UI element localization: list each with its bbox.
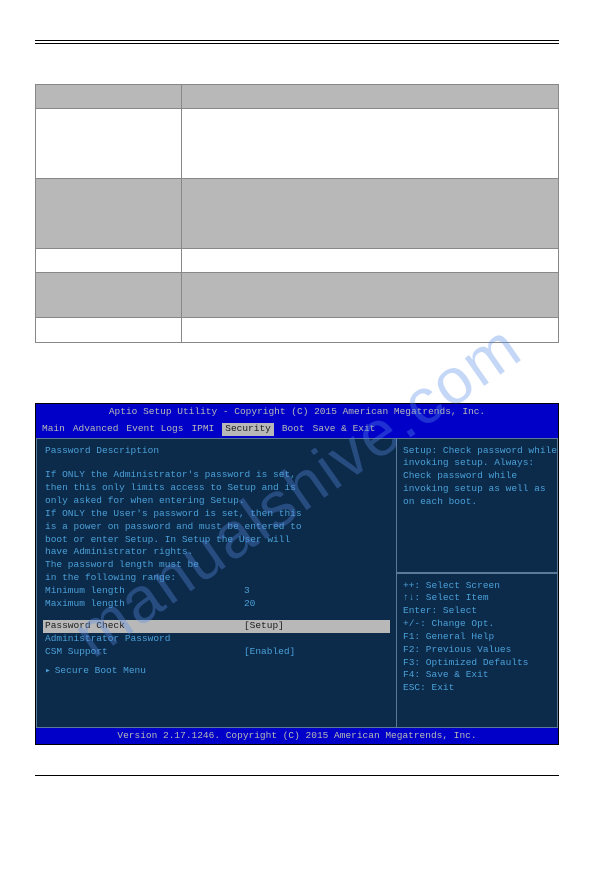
help-line: invoking setup. Always:	[403, 457, 551, 470]
max-length-label: Maximum length	[45, 598, 244, 611]
bios-window: Aptio Setup Utility - Copyright (C) 2015…	[35, 403, 559, 745]
desc-line: then this only limits access to Setup an…	[45, 482, 388, 495]
top-rule	[35, 40, 559, 44]
bios-body: Password Description If ONLY the Adminis…	[36, 438, 558, 728]
key-hint: F2: Previous Values	[403, 644, 551, 657]
arrow-icon: ▸	[45, 665, 51, 676]
desc-line: The password length must be	[45, 559, 388, 572]
bios-main-panel: Password Description If ONLY the Adminis…	[36, 438, 396, 728]
bios-right-panel: Setup: Check password while invoking set…	[396, 438, 558, 728]
tab-save-exit[interactable]: Save & Exit	[313, 423, 376, 436]
bios-footer: Version 2.17.1246. Copyright (C) 2015 Am…	[36, 728, 558, 745]
help-line: invoking setup as well as	[403, 483, 551, 496]
desc-line: boot or enter Setup. In Setup the User w…	[45, 534, 388, 547]
password-check-label: Password Check	[45, 620, 244, 633]
desc-line: is a power on password and must be enter…	[45, 521, 388, 534]
bios-help-panel: Setup: Check password while invoking set…	[396, 438, 558, 573]
bios-menubar: Main Advanced Event Logs IPMI Security B…	[36, 421, 558, 438]
admin-password-row[interactable]: Administrator Password	[45, 633, 388, 646]
min-length-label: Minimum length	[45, 585, 244, 598]
tab-ipmi[interactable]: IPMI	[191, 423, 214, 436]
desc-line: If ONLY the User's password is set, then…	[45, 508, 388, 521]
key-hint: F1: General Help	[403, 631, 551, 644]
table-row	[36, 273, 558, 318]
settings-table	[35, 84, 559, 343]
help-line: Setup: Check password while	[403, 445, 551, 458]
table-row	[36, 318, 558, 342]
desc-line: If ONLY the Administrator's password is …	[45, 469, 388, 482]
key-hint: ↑↓: Select Item	[403, 592, 551, 605]
password-description-heading: Password Description	[45, 445, 388, 458]
table-row	[36, 109, 558, 179]
bios-title: Aptio Setup Utility - Copyright (C) 2015…	[36, 404, 558, 421]
csm-support-value: [Enabled]	[244, 646, 388, 659]
password-check-value: [Setup]	[244, 620, 388, 633]
max-length-row: Maximum length 20	[45, 598, 388, 611]
tab-advanced[interactable]: Advanced	[73, 423, 119, 436]
key-hint: ESC: Exit	[403, 682, 551, 695]
min-length-value: 3	[244, 585, 388, 598]
tab-boot[interactable]: Boot	[282, 423, 305, 436]
bios-keys-panel: ++: Select Screen ↑↓: Select Item Enter:…	[396, 573, 558, 728]
tab-security[interactable]: Security	[222, 423, 274, 436]
table-row	[36, 85, 558, 109]
desc-line: only asked for when entering Setup.	[45, 495, 388, 508]
help-line: on each boot.	[403, 496, 551, 509]
csm-support-row[interactable]: CSM Support [Enabled]	[45, 646, 388, 659]
table-row	[36, 249, 558, 273]
tab-event-logs[interactable]: Event Logs	[126, 423, 183, 436]
secure-boot-label: Secure Boot Menu	[55, 665, 146, 676]
help-line: Check password while	[403, 470, 551, 483]
admin-password-label: Administrator Password	[45, 633, 244, 646]
desc-line: in the following range:	[45, 572, 388, 585]
key-hint: ++: Select Screen	[403, 580, 551, 593]
tab-main[interactable]: Main	[42, 423, 65, 436]
key-hint: F4: Save & Exit	[403, 669, 551, 682]
secure-boot-menu[interactable]: ▸ Secure Boot Menu	[45, 665, 388, 678]
max-length-value: 20	[244, 598, 388, 611]
key-hint: Enter: Select	[403, 605, 551, 618]
min-length-row: Minimum length 3	[45, 585, 388, 598]
table-row	[36, 179, 558, 249]
password-check-row[interactable]: Password Check [Setup]	[43, 620, 390, 633]
desc-line: have Administrator rights.	[45, 546, 388, 559]
key-hint: +/-: Change Opt.	[403, 618, 551, 631]
bottom-rule	[35, 775, 559, 776]
key-hint: F3: Optimized Defaults	[403, 657, 551, 670]
csm-support-label: CSM Support	[45, 646, 244, 659]
